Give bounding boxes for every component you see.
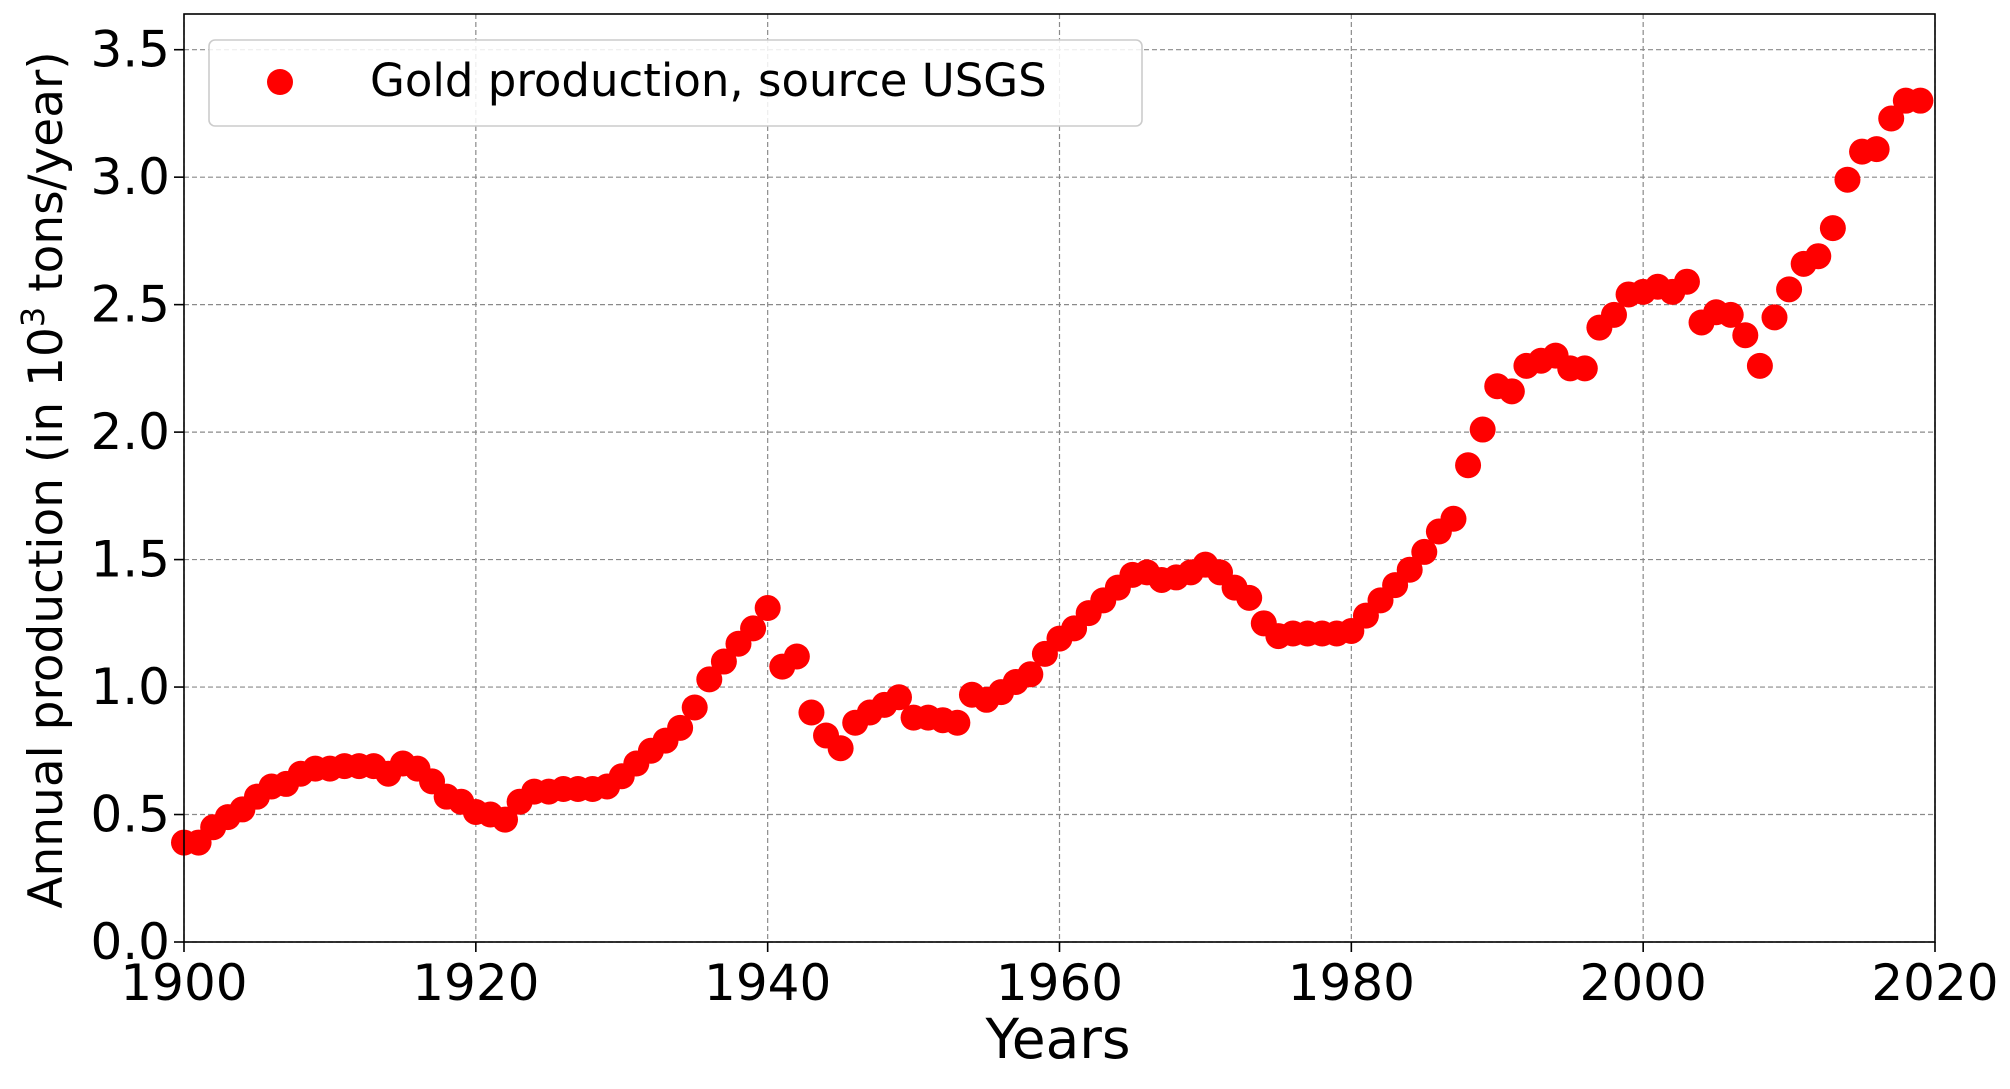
- x-tick-label: 1920: [412, 954, 539, 1012]
- data-point: [1455, 452, 1482, 479]
- y-tick-label: 2.5: [90, 276, 170, 334]
- legend-label: Gold production, source USGS: [370, 54, 1047, 107]
- data-point: [681, 694, 708, 721]
- x-tick-label: 2000: [1580, 954, 1707, 1012]
- data-point: [827, 735, 854, 762]
- data-point: [783, 643, 810, 670]
- data-point: [798, 699, 825, 726]
- data-point: [1396, 556, 1423, 583]
- x-tick-label: 1940: [704, 954, 831, 1012]
- x-axis-label: Years: [984, 1007, 1130, 1071]
- data-point: [1236, 584, 1263, 611]
- y-axis-label-prefix: Annual production (in 10: [19, 327, 74, 909]
- y-tick-label: 0.5: [90, 786, 170, 844]
- y-axis-label-suffix: tons/year): [19, 51, 74, 306]
- y-tick-label: 1.5: [90, 531, 170, 589]
- data-point: [1907, 87, 1934, 114]
- data-point: [1017, 661, 1044, 688]
- data-point: [492, 806, 519, 833]
- data-point: [1761, 304, 1788, 331]
- data-point: [1469, 416, 1496, 443]
- data-point: [754, 595, 781, 622]
- y-tick-label: 3.0: [90, 148, 170, 206]
- data-point: [667, 714, 694, 741]
- x-tick-label: 1980: [1288, 954, 1415, 1012]
- data-point: [1776, 276, 1803, 303]
- data-point: [1571, 355, 1598, 382]
- y-tick-label: 3.5: [90, 21, 170, 79]
- data-point: [1440, 505, 1467, 532]
- data-point: [1717, 301, 1744, 328]
- data-point: [696, 666, 723, 693]
- y-axis-label: Annual production (in 103 tons/year): [14, 51, 74, 908]
- data-point: [1863, 136, 1890, 163]
- data-points: [171, 87, 1934, 856]
- data-point: [740, 615, 767, 642]
- data-point: [1805, 243, 1832, 270]
- data-point: [885, 684, 912, 711]
- data-point: [1673, 268, 1700, 295]
- x-tick-label: 2020: [1871, 954, 1998, 1012]
- data-point: [944, 709, 971, 736]
- legend-marker: [267, 69, 293, 95]
- y-tick-label: 1.0: [90, 658, 170, 716]
- axis-ticks: 1900 1920 1940 1960 1980 2000 2020 0.0 0.5 1.0 1.5…: [90, 21, 1998, 1012]
- x-tick-label: 1900: [120, 954, 247, 1012]
- legend-box: [208, 39, 1143, 127]
- data-point: [1498, 378, 1525, 405]
- data-point: [1878, 105, 1905, 132]
- data-point: [1411, 538, 1438, 565]
- y-axis-label-superscript: 3: [14, 307, 52, 327]
- y-tick-label: 2.0: [90, 403, 170, 461]
- y-tick-label: 0.0: [90, 913, 170, 971]
- data-point: [1732, 322, 1759, 349]
- data-point: [1819, 215, 1846, 242]
- data-point: [1746, 352, 1773, 379]
- data-point: [1834, 166, 1861, 193]
- legend: Gold production, source USGS: [208, 39, 1143, 127]
- data-point: [710, 648, 737, 675]
- x-tick-label: 1960: [996, 954, 1123, 1012]
- data-point: [1600, 301, 1627, 328]
